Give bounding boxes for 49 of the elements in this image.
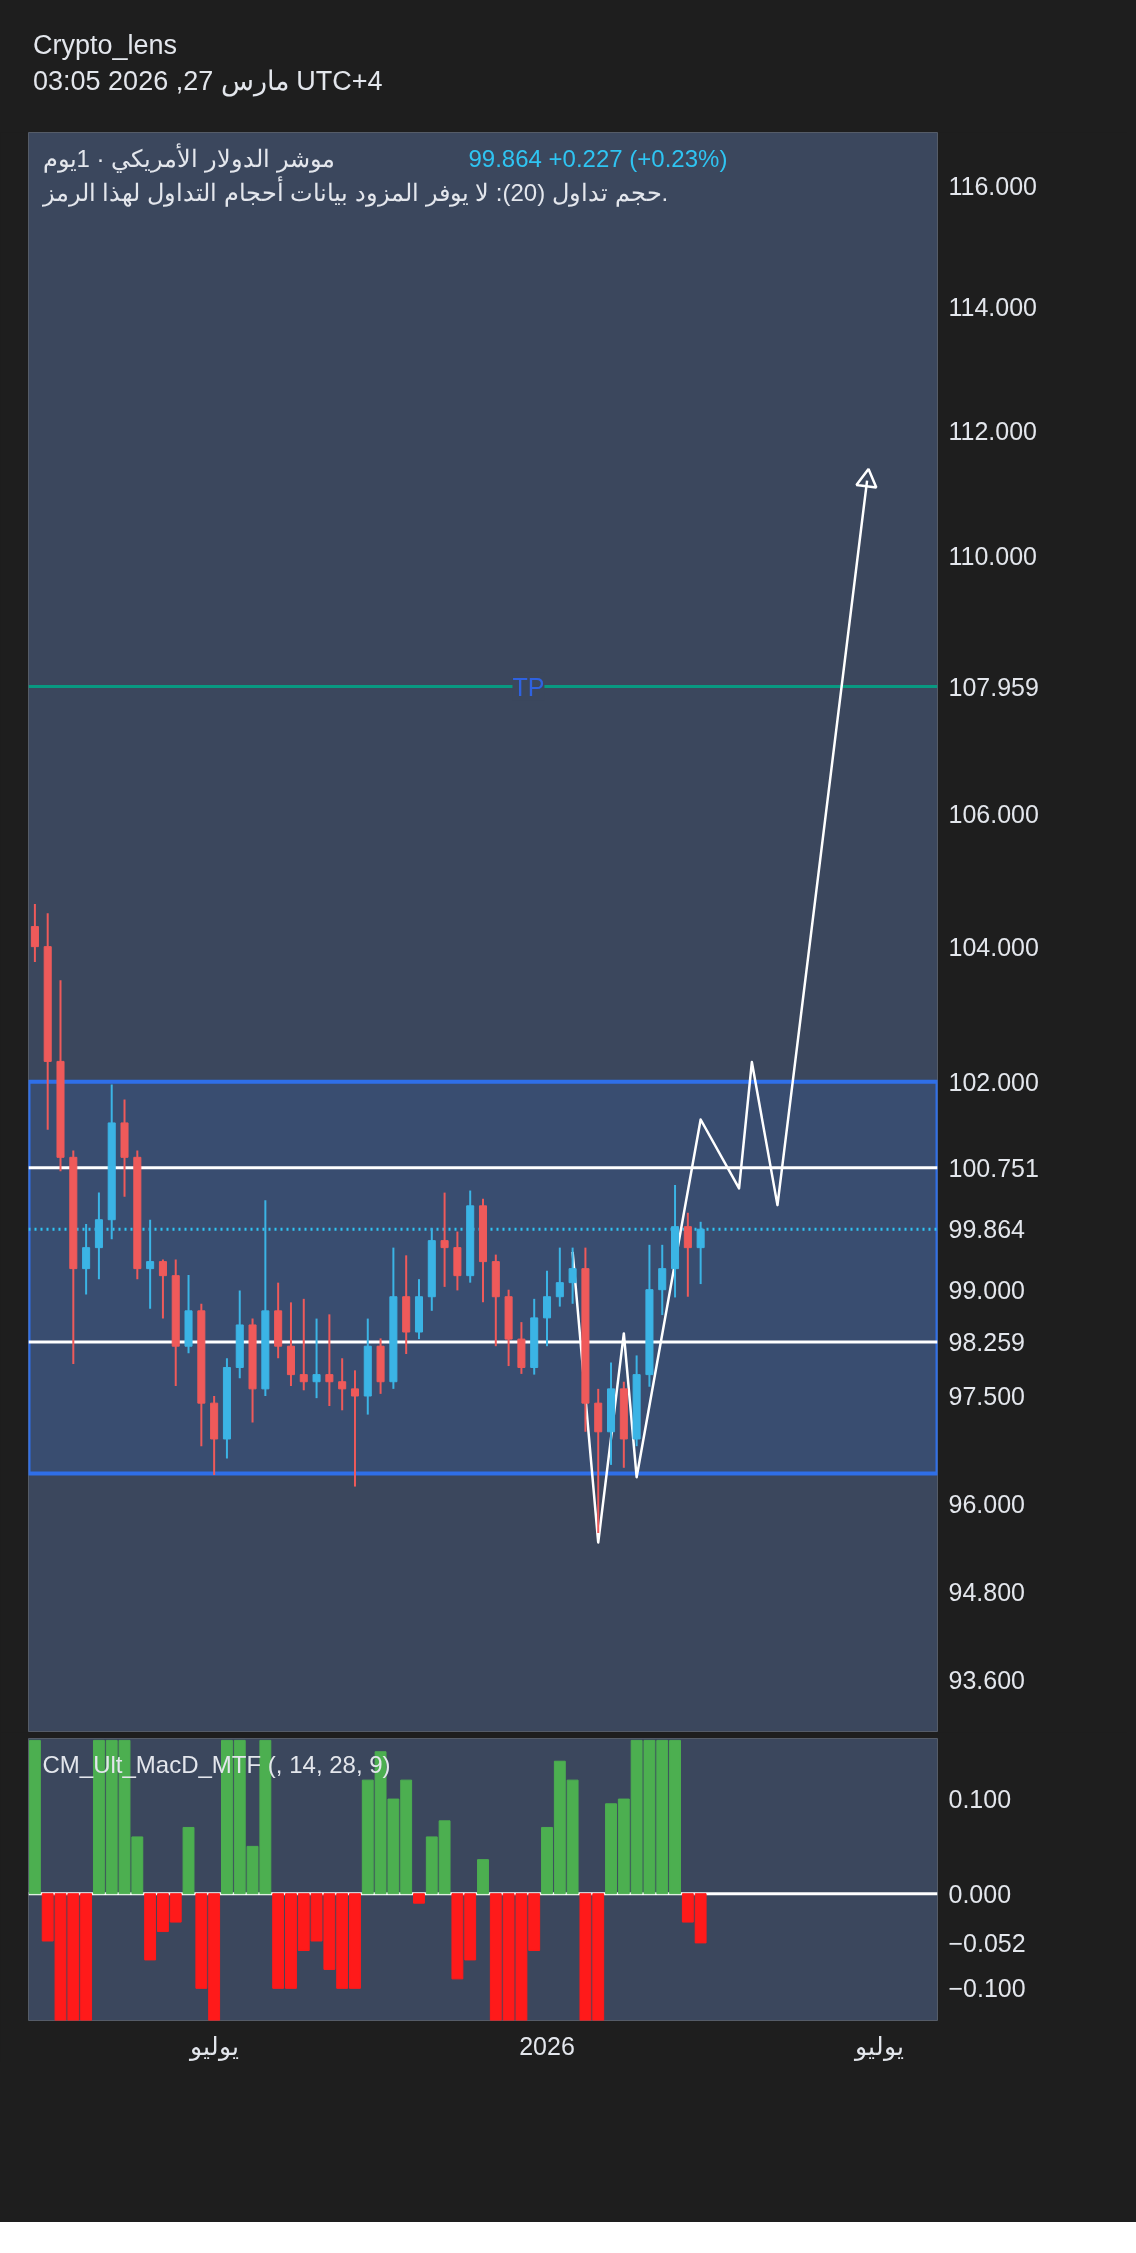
y-tick-label: 107.959 <box>948 672 1039 701</box>
x-tick-label: يوليو <box>187 2031 239 2062</box>
text: 99.864 +0.227 (+0.23%) <box>468 144 728 172</box>
candlestick <box>440 1191 449 1288</box>
y-tick-label: 106.000 <box>948 800 1039 829</box>
y-tick-label: 0.000 <box>948 1879 1012 1908</box>
y-tick-label: 112.000 <box>948 416 1038 445</box>
y-tick-label: 102.000 <box>948 1067 1039 1096</box>
x-tick-label: 2026 <box>519 2031 575 2060</box>
candlestick <box>683 1211 692 1298</box>
candlestick <box>350 1369 359 1488</box>
y-tick-label: 110.000 <box>948 542 1038 571</box>
candlestick <box>555 1246 564 1308</box>
bar <box>477 1859 489 1895</box>
candlestick <box>82 1222 91 1296</box>
y-tick-label: 96.000 <box>948 1489 1025 1518</box>
candlestick <box>299 1297 308 1392</box>
annotation: حجم تداول (20): لا يوفر المزود بيانات أحجام التداول لهذا الرمز. <box>41 175 669 207</box>
text: مارس 27, 2026 03:05 UTC+4 <box>33 66 383 97</box>
candlestick <box>568 1246 577 1305</box>
candlestick <box>312 1317 321 1400</box>
y-tick-label: 98.259 <box>948 1328 1025 1357</box>
candlestick <box>146 1218 155 1310</box>
y-tick-label: 0.100 <box>948 1785 1012 1814</box>
y-tick-label: −0.100 <box>948 1974 1026 2003</box>
candlestick <box>338 1357 347 1412</box>
x-tick-label: يوليو <box>853 2031 905 2062</box>
text: Crypto_lens <box>33 30 178 60</box>
y-tick-label: 99.000 <box>948 1275 1025 1304</box>
candlestick <box>30 902 39 964</box>
y-tick-label: 104.000 <box>948 932 1039 961</box>
candlestick <box>696 1220 705 1286</box>
text: موشر الدولار الأمريكي · 1يوم <box>42 142 335 173</box>
candlestick <box>658 1243 667 1317</box>
bar <box>182 1826 195 1895</box>
y-tick-label: 100.751 <box>948 1153 1039 1182</box>
candlestick <box>158 1258 167 1320</box>
y-tick-label: 93.600 <box>948 1666 1025 1695</box>
ref-line-label: TP <box>512 672 545 701</box>
candlestick <box>325 1313 334 1408</box>
y-tick-label: 97.500 <box>948 1382 1025 1410</box>
y-tick-label: 99.864 <box>948 1215 1026 1244</box>
y-tick-label: −0.052 <box>948 1928 1026 1957</box>
y-tick-label: 114.000 <box>948 293 1038 322</box>
candlestick <box>542 1269 552 1348</box>
bar <box>413 1893 425 1904</box>
bar <box>28 1739 41 1895</box>
y-tick-label: 116.000 <box>948 172 1038 201</box>
y-tick-label: 94.800 <box>948 1577 1025 1606</box>
